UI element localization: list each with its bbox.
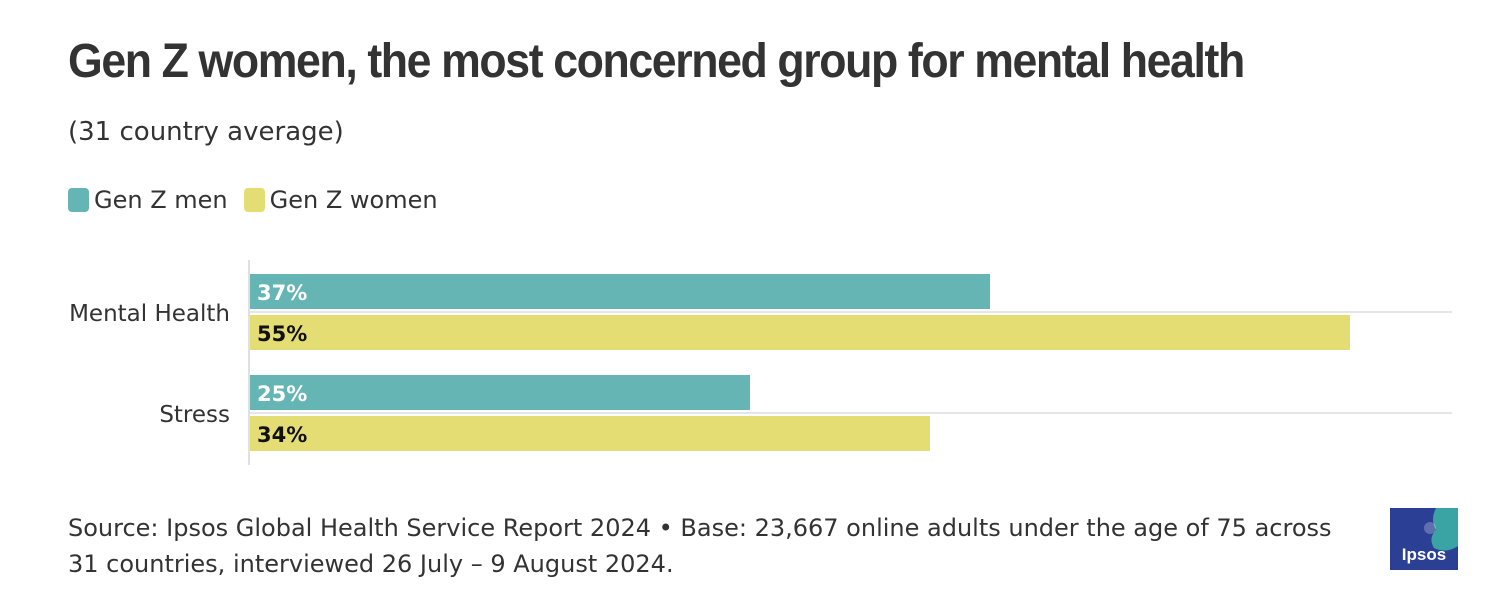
category-label: Stress (159, 402, 230, 428)
legend-item-gen-z-women: Gen Z women (243, 186, 438, 214)
legend-label-gen-z-women: Gen Z women (269, 186, 438, 214)
data-label: 25% (257, 382, 307, 406)
chart-title: Gen Z women, the most concerned group fo… (68, 35, 1245, 88)
data-label: 55% (257, 322, 307, 346)
bar-gen-z-women (250, 416, 930, 451)
bar-gen-z-women (250, 315, 1350, 350)
bar-gen-z-men (250, 375, 750, 410)
logo-text: Ipsos (1402, 545, 1446, 564)
legend-swatch-gen-z-women (243, 188, 265, 212)
chart-subtitle: (31 country average) (68, 117, 344, 147)
legend-item-gen-z-men: Gen Z men (68, 186, 228, 214)
data-label: 34% (257, 423, 307, 447)
ipsos-logo-icon: Ipsos (1390, 508, 1458, 570)
source-note: Source: Ipsos Global Health Service Repo… (68, 514, 1332, 578)
data-label: 37% (257, 281, 307, 305)
bar-gen-z-men (250, 274, 990, 309)
legend: Gen Z men Gen Z women (68, 186, 454, 214)
legend-swatch-gen-z-men (68, 188, 89, 212)
category-label: Mental Health (69, 301, 230, 327)
bar-chart: Mental Health 37% 55% Stress 25% 34% (69, 260, 1452, 465)
legend-label-gen-z-men: Gen Z men (94, 186, 228, 214)
